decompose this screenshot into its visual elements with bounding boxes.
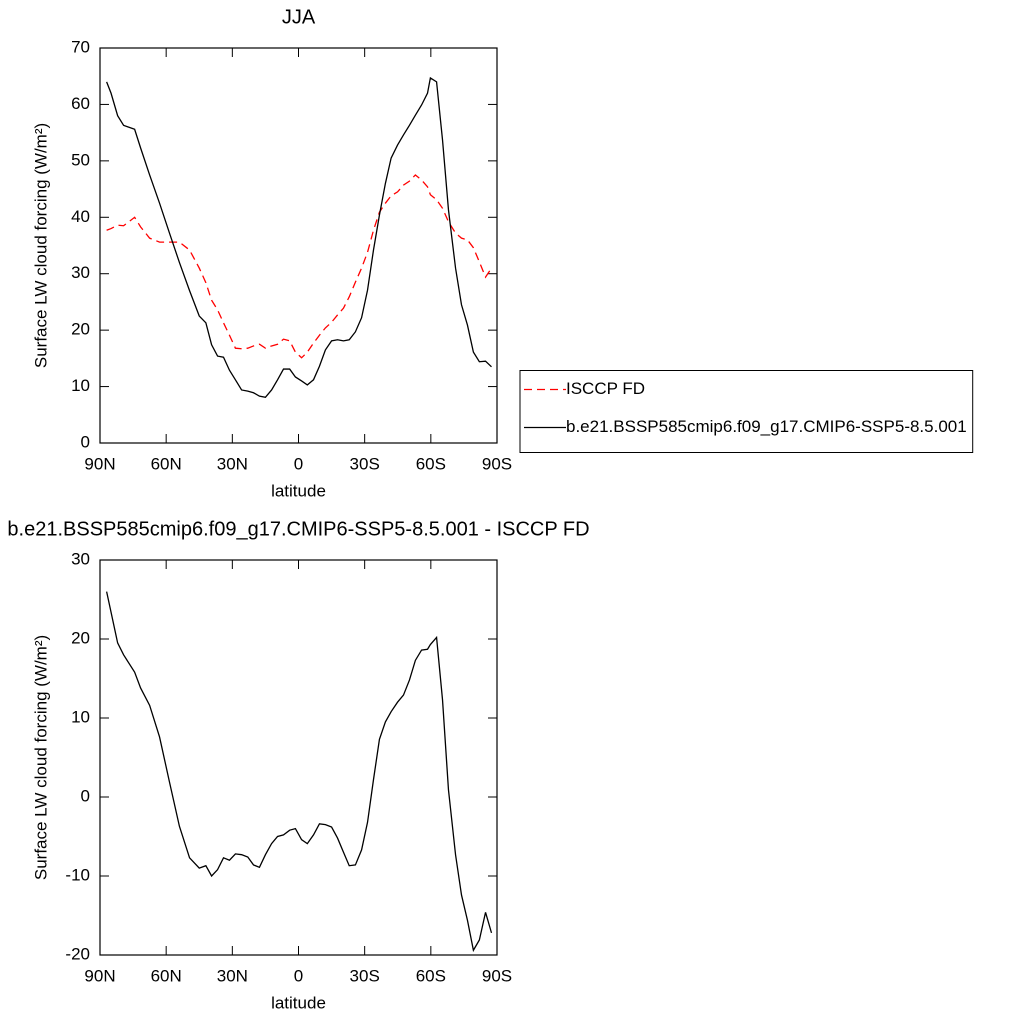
y-axis-label: Surface LW cloud forcing (W/m²) xyxy=(31,635,50,880)
x-tick-label: 30N xyxy=(217,966,248,985)
data-line xyxy=(105,591,493,953)
x-tick-label: 60N xyxy=(151,966,182,985)
y-tick-label: 50 xyxy=(71,150,90,169)
y-tick-label: 0 xyxy=(81,432,90,451)
data-line xyxy=(106,76,492,398)
y-tick-label: 10 xyxy=(71,707,90,726)
legend: ISCCP FD b.e21.BSSP585cmip6.f09_g17.CMIP6… xyxy=(519,370,974,453)
x-tick-label: 0 xyxy=(294,966,303,985)
x-axis-label: latitude xyxy=(271,481,326,500)
x-tick-label: 60N xyxy=(151,454,182,473)
x-tick-label: 30S xyxy=(350,454,380,473)
y-tick-label: 20 xyxy=(71,320,90,339)
x-tick-label: 0 xyxy=(294,454,303,473)
chart-title: JJA xyxy=(282,6,316,28)
x-tick-label: 30N xyxy=(217,454,248,473)
y-tick-label: 20 xyxy=(71,628,90,647)
y-tick-label: 10 xyxy=(71,376,90,395)
x-tick-label: 60S xyxy=(416,454,446,473)
y-tick-label: 30 xyxy=(71,263,90,282)
y-tick-label: 40 xyxy=(71,207,90,226)
y-tick-label: -10 xyxy=(65,865,90,884)
x-tick-label: 90S xyxy=(482,966,512,985)
legend-label: b.e21.BSSP585cmip6.f09_g17.CMIP6-SSP5-8.… xyxy=(566,417,967,436)
y-axis-label: Surface LW cloud forcing (W/m²) xyxy=(31,123,50,368)
y-tick-label: 30 xyxy=(71,549,90,568)
y-tick-label: 0 xyxy=(81,786,90,805)
chart-title: b.e21.BSSP585cmip6.f09_g17.CMIP6-SSP5-8.… xyxy=(7,518,589,540)
y-tick-label: 60 xyxy=(71,94,90,113)
x-tick-label: 90N xyxy=(84,454,115,473)
y-tick-label: 70 xyxy=(71,37,90,56)
x-tick-label: 90S xyxy=(482,454,512,473)
x-axis-label: latitude xyxy=(271,993,326,1012)
legend-label: ISCCP FD xyxy=(566,379,645,398)
x-tick-label: 60S xyxy=(416,966,446,985)
legend-frame xyxy=(519,370,974,453)
x-tick-label: 90N xyxy=(84,966,115,985)
y-tick-label: -20 xyxy=(65,944,90,963)
data-line xyxy=(106,174,493,359)
x-tick-label: 30S xyxy=(350,966,380,985)
